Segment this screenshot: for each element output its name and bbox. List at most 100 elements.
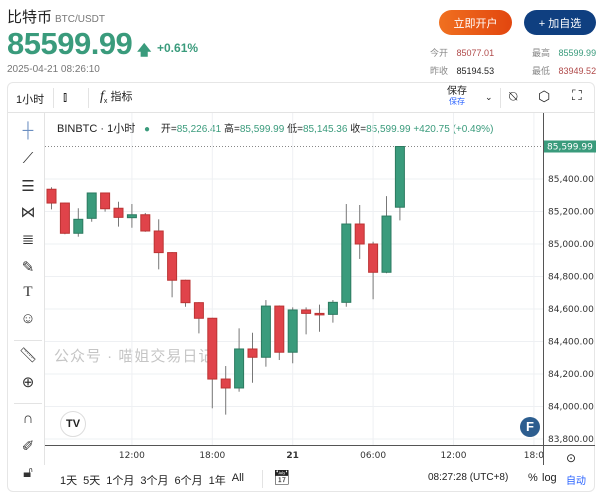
candle-body xyxy=(46,188,57,204)
legend-low: 85,145.36 xyxy=(302,124,348,135)
legend-open: 85,226.41 xyxy=(176,124,222,135)
x-tick-label: 06:00 xyxy=(360,451,386,461)
high-value: 85599.99 xyxy=(558,48,597,58)
candle-body xyxy=(153,230,164,254)
range-2[interactable]: 1个月 xyxy=(106,475,135,487)
zoom-in-icon[interactable]: ⊕ xyxy=(21,374,35,391)
settings-icon[interactable]: ⬡ xyxy=(538,88,551,104)
interval-select[interactable]: 1小时 xyxy=(16,94,45,106)
arrow-up-icon: 🡅 xyxy=(137,42,152,58)
asset-name: 比特币 xyxy=(7,9,53,26)
indicators-button[interactable]: 指标 xyxy=(110,91,133,103)
percent-toggle[interactable]: % xyxy=(528,472,538,484)
ruler-icon[interactable]: 📏︎ xyxy=(18,347,38,364)
low-label: 最低 xyxy=(532,66,551,76)
f-badge-icon[interactable]: F xyxy=(520,417,540,437)
fullscreen-icon[interactable]: ⛶ xyxy=(572,87,582,103)
candle-body xyxy=(341,223,352,303)
unlock-icon[interactable]: 🔓︎ xyxy=(23,464,33,481)
candle-body xyxy=(327,301,338,315)
pattern-icon[interactable]: ⋈ xyxy=(20,204,36,221)
candle-body xyxy=(193,302,204,319)
candle-body xyxy=(287,309,298,353)
x-tick-label: 18:00 xyxy=(199,451,225,461)
legend-high-label: 高= xyxy=(223,124,240,135)
axis-settings-icon[interactable]: ⊙ xyxy=(566,451,577,465)
symbol-label: BINBTC · 1小时 xyxy=(57,123,136,135)
y-tick-label: 85,000.00 xyxy=(548,240,594,250)
candle-body xyxy=(126,214,137,219)
low-value: 83949.52 xyxy=(558,66,597,76)
range-5[interactable]: 1年 xyxy=(208,475,226,487)
asset-pair: BTC/USDT xyxy=(55,14,106,25)
candle-body xyxy=(140,214,151,232)
last-price-label: 85,599.99 xyxy=(547,143,593,153)
chevron-down-icon[interactable]: ⌄ xyxy=(485,92,493,102)
auto-scale-toggle[interactable]: 自动 xyxy=(566,476,586,487)
y-tick-label: 85,400.00 xyxy=(548,175,594,185)
range-6[interactable]: All xyxy=(231,472,244,484)
current-price: 85599.99 xyxy=(7,26,133,61)
candle-body xyxy=(207,317,218,380)
candle-body xyxy=(354,223,365,245)
save-button[interactable]: 保存 保存 xyxy=(447,87,467,107)
candle-body xyxy=(234,348,245,389)
x-tick-label: 12:00 xyxy=(441,451,467,461)
date-range-icon[interactable]: 📅︎ xyxy=(273,469,291,485)
range-0[interactable]: 1天 xyxy=(60,475,78,487)
emoji-icon[interactable]: ☺ xyxy=(20,310,36,327)
prev-close-value: 85194.53 xyxy=(456,66,495,76)
candle-body xyxy=(113,207,124,218)
legend-close: 85,599.99 xyxy=(366,124,411,135)
range-1[interactable]: 5天 xyxy=(83,475,101,487)
lock-drawings-icon[interactable]: ✐ xyxy=(21,438,35,455)
add-watchlist-button[interactable]: + 加自选 xyxy=(524,10,596,35)
chart-card xyxy=(7,82,595,492)
candle-body xyxy=(381,215,392,273)
candle-body xyxy=(167,252,178,281)
candle-body xyxy=(59,202,70,234)
y-tick-label: 84,400.00 xyxy=(548,338,594,348)
watermark: 公众号 · 喵姐交易日记 xyxy=(54,348,215,365)
clock: 08:27:28 (UTC+8) xyxy=(428,472,509,483)
y-tick-label: 84,200.00 xyxy=(548,370,594,380)
fib-icon[interactable]: ≣ xyxy=(21,231,35,248)
fx-icon[interactable]: f xyxy=(100,89,104,104)
x-tick-label: 12:00 xyxy=(119,451,145,461)
crosshair-icon[interactable]: ┼ xyxy=(22,122,34,139)
brush-icon[interactable]: ✎ xyxy=(21,259,35,276)
save-sublabel: 保存 xyxy=(449,97,465,106)
prev-close-label: 昨收 xyxy=(430,66,449,76)
magnet-icon[interactable]: ∩ xyxy=(22,410,34,427)
candle-body xyxy=(180,279,191,304)
tradingview-logo-icon[interactable]: TV xyxy=(60,411,86,437)
y-tick-label: 83,800.00 xyxy=(548,435,594,445)
text-tool-icon[interactable]: T xyxy=(23,284,33,300)
last-price-badge xyxy=(544,140,596,153)
candle-body xyxy=(100,192,111,210)
candle-body xyxy=(247,348,258,358)
candle-body xyxy=(301,309,312,314)
open-account-button[interactable]: 立即开户 xyxy=(439,10,512,35)
legend-low-label: 低= xyxy=(287,124,303,135)
candle-body xyxy=(220,378,231,389)
open-value: 85077.01 xyxy=(456,48,495,58)
candle-body xyxy=(368,243,379,273)
candle-body xyxy=(86,192,97,219)
save-label: 保存 xyxy=(447,86,467,97)
candle-body xyxy=(394,146,405,208)
replay-icon[interactable]: ⍉ xyxy=(509,88,518,104)
candle-body xyxy=(274,305,285,353)
parallel-lines-icon[interactable]: ☰ xyxy=(21,178,35,195)
y-tick-label: 84,800.00 xyxy=(548,273,594,283)
trend-line-icon[interactable]: ⟋ xyxy=(22,150,34,167)
log-toggle[interactable]: log xyxy=(542,472,557,484)
candle-body xyxy=(314,312,325,316)
candle-body xyxy=(73,218,84,234)
range-3[interactable]: 3个月 xyxy=(140,475,169,487)
candle-type-icon[interactable]: ⫾ xyxy=(63,89,68,104)
open-label: 今开 xyxy=(430,48,449,58)
asset-title: 比特币 BTC/USDT xyxy=(7,6,105,27)
range-4[interactable]: 6个月 xyxy=(174,475,203,487)
